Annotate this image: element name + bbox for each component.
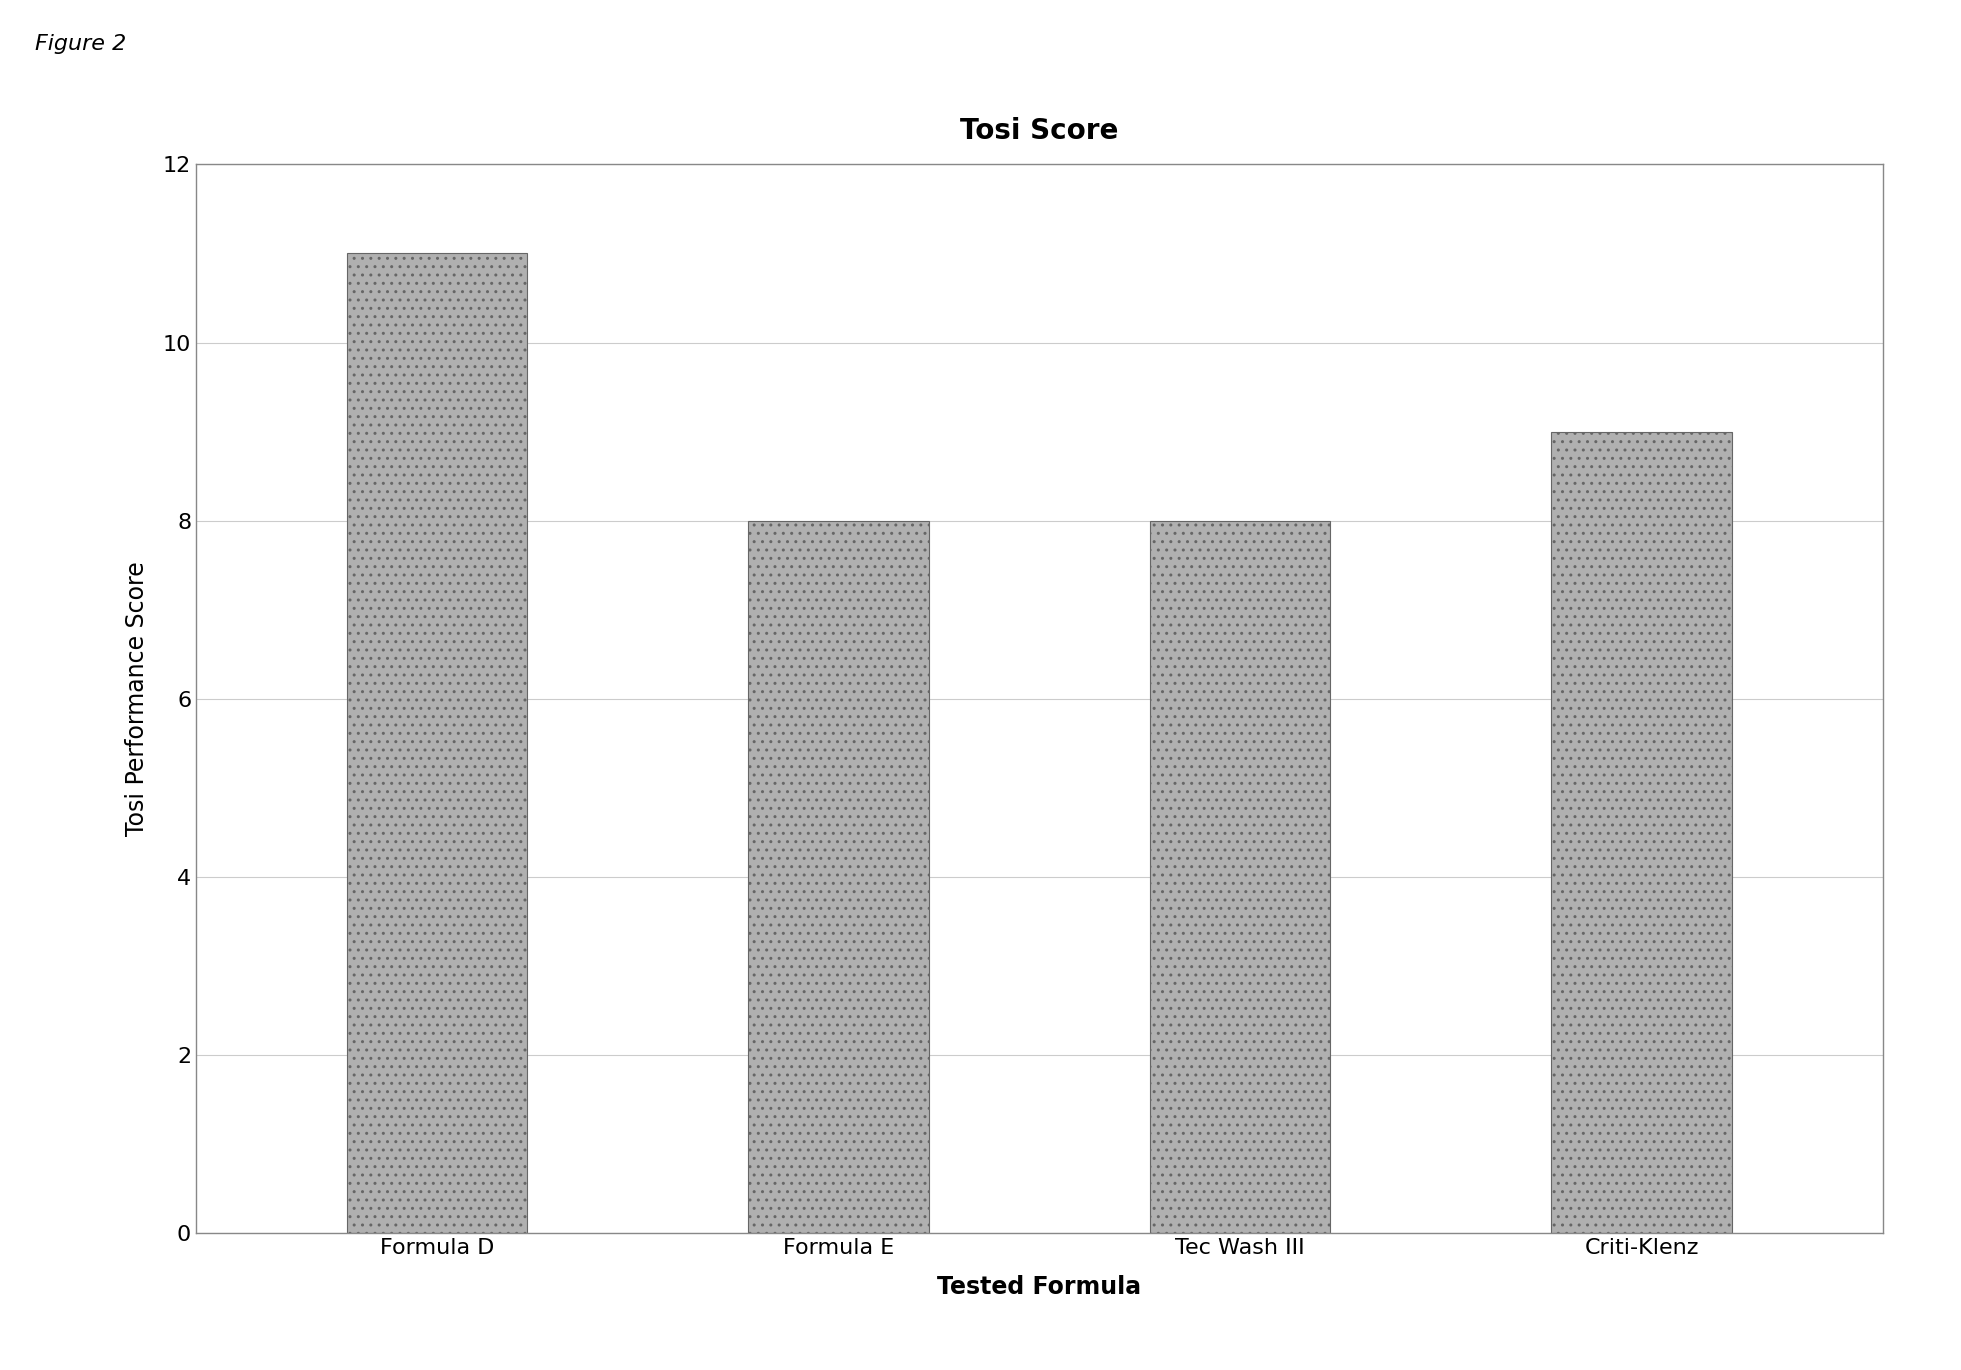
Title: Tosi Score: Tosi Score	[961, 118, 1118, 145]
X-axis label: Tested Formula: Tested Formula	[937, 1274, 1141, 1299]
Bar	[749, 521, 930, 1233]
Y-axis label: Tosi Performance Score: Tosi Performance Score	[126, 562, 149, 836]
Bar	[1551, 432, 1732, 1233]
Text: Figure 2: Figure 2	[35, 34, 127, 55]
Bar	[1149, 521, 1330, 1233]
Bar	[347, 253, 528, 1233]
